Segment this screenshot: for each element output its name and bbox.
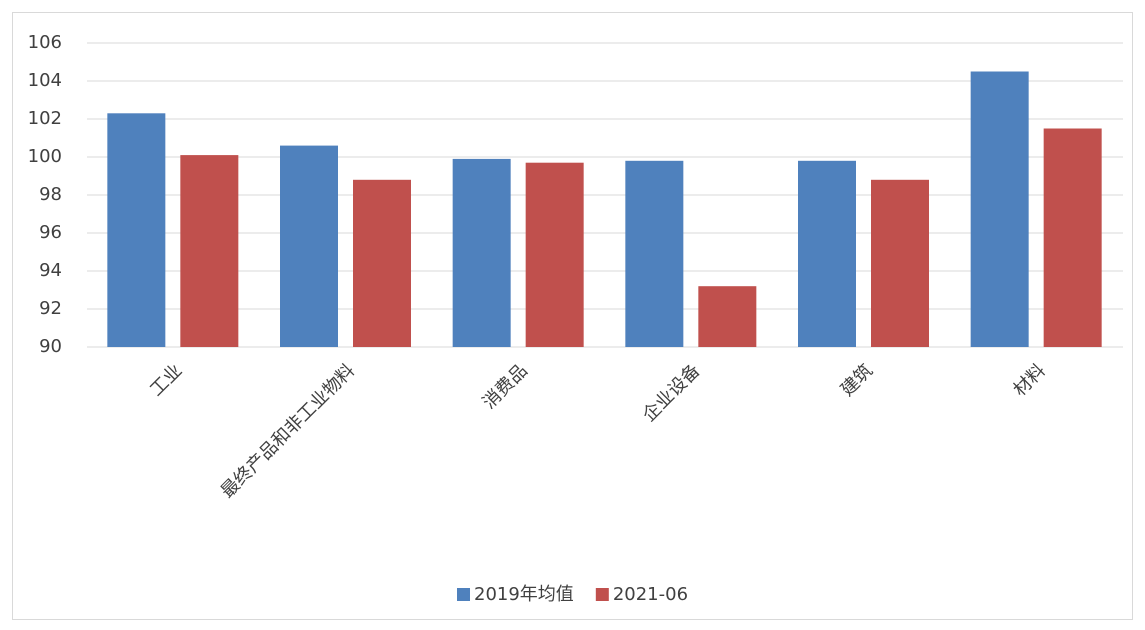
bar xyxy=(107,113,166,347)
chart-border xyxy=(12,12,1133,620)
bar xyxy=(1043,128,1102,347)
bar xyxy=(698,286,757,347)
bar xyxy=(353,179,411,347)
x-tick-label: 工业 xyxy=(146,360,186,400)
bar xyxy=(798,160,856,347)
legend-label: 2019年均值 xyxy=(474,584,574,605)
bar xyxy=(280,145,338,347)
y-tick-label: 92 xyxy=(39,298,62,319)
x-tick-label: 最终产品和非工业物料 xyxy=(217,360,359,502)
x-tick-label: 材料 xyxy=(1009,360,1049,400)
x-tick-label: 企业设备 xyxy=(639,360,705,426)
bar xyxy=(970,71,1029,347)
bar xyxy=(452,158,511,347)
y-tick-label: 106 xyxy=(28,32,62,53)
y-tick-label: 90 xyxy=(39,336,62,357)
y-tick-label: 100 xyxy=(28,146,62,167)
x-tick-label: 消费品 xyxy=(479,360,532,413)
legend-swatch xyxy=(457,588,470,601)
legend-label: 2021-06 xyxy=(613,584,688,605)
bar xyxy=(180,155,239,347)
y-tick-label: 96 xyxy=(39,222,62,243)
y-tick-label: 94 xyxy=(39,260,62,281)
legend-swatch xyxy=(595,588,609,601)
bar xyxy=(871,179,929,347)
y-tick-label: 102 xyxy=(28,108,62,129)
bar xyxy=(625,160,684,347)
y-tick-label: 104 xyxy=(28,70,62,91)
x-tick-label: 建筑 xyxy=(837,360,877,400)
y-tick-label: 98 xyxy=(39,184,62,205)
bar xyxy=(525,162,584,347)
